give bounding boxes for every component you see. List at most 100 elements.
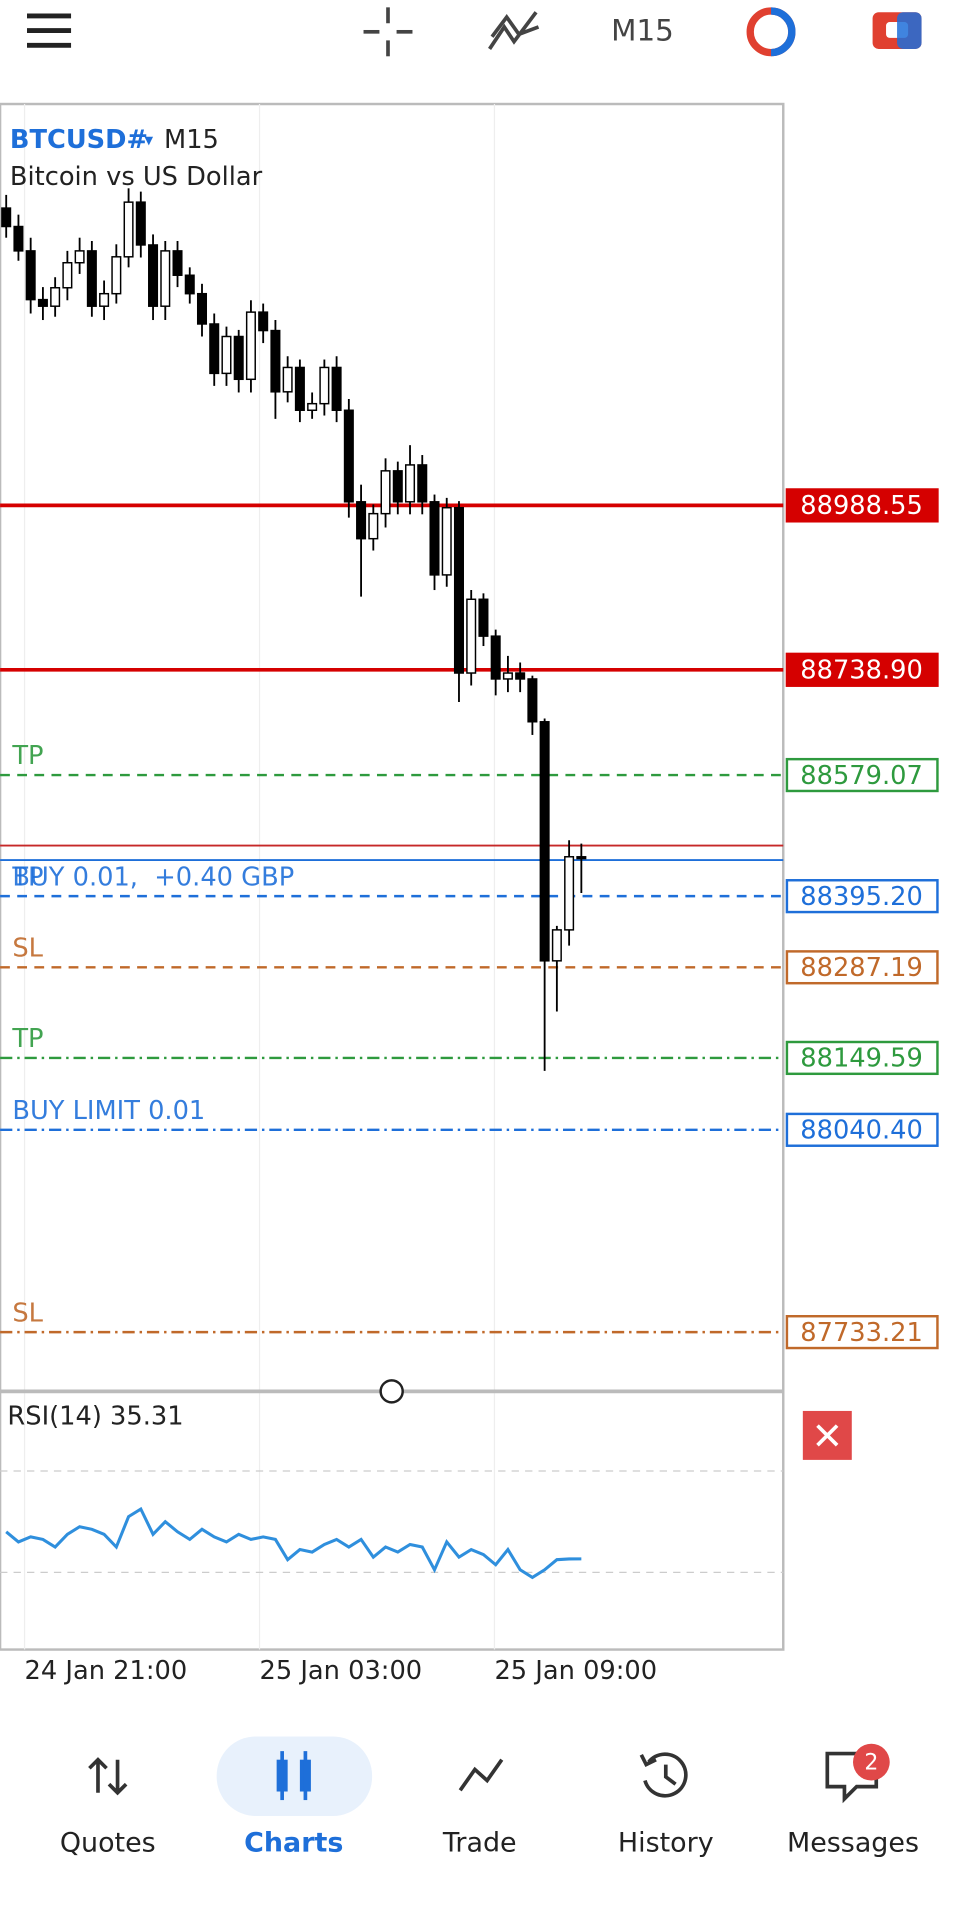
candle-body <box>172 250 183 276</box>
candle-body <box>184 274 195 295</box>
candle-body <box>86 250 97 307</box>
indicator-plot <box>0 1470 784 1580</box>
candle-body <box>282 366 293 393</box>
candle-body <box>331 366 342 411</box>
candle-body <box>233 335 244 381</box>
menu-button[interactable] <box>27 13 72 48</box>
active-tab-highlight <box>216 1736 373 1816</box>
candle-body <box>111 256 122 295</box>
price-label-box <box>785 1040 939 1076</box>
candle-body <box>527 678 538 723</box>
candle-body <box>417 464 428 503</box>
level-text: SL <box>12 1298 43 1328</box>
candle-body <box>551 929 562 962</box>
nav-label[interactable]: Trade <box>442 1828 517 1859</box>
candle-body <box>258 311 269 332</box>
level-text: BUY 0.01, +0.40 GBP <box>12 862 294 892</box>
price-label: 88395.20 <box>800 882 923 912</box>
timeframe-button[interactable]: M15 <box>611 13 674 47</box>
candle-body <box>490 635 501 680</box>
symbol[interactable]: BTCUSD# <box>10 125 148 155</box>
candle-body <box>380 470 391 515</box>
candle-body <box>441 506 452 576</box>
candle-body <box>148 244 159 307</box>
trade-panel-button[interactable] <box>746 7 796 57</box>
price-label-box <box>785 950 939 985</box>
symbol-dropdown[interactable]: ▾ <box>144 131 153 151</box>
candle-body <box>405 464 416 503</box>
crosshair-button[interactable] <box>363 7 413 57</box>
candle-body <box>62 261 73 289</box>
nav-label[interactable]: Quotes <box>60 1828 156 1859</box>
candle-body <box>160 250 171 307</box>
indicators-button[interactable] <box>488 11 540 50</box>
price-label: 88287.19 <box>800 953 923 983</box>
candle-body <box>99 292 110 307</box>
candle-body <box>515 672 526 680</box>
trade-icon <box>458 1758 504 1792</box>
candle-body <box>319 366 330 405</box>
candle-body <box>453 506 464 674</box>
quotes-icon <box>88 1757 128 1796</box>
candle-body <box>429 501 440 576</box>
price-label-box <box>785 488 939 523</box>
candle-body <box>270 329 281 393</box>
candle-body <box>307 402 318 411</box>
badge <box>853 1743 890 1781</box>
candle-body <box>576 856 587 860</box>
candle-body <box>564 856 575 931</box>
candle-body <box>343 409 354 503</box>
badge-count: 2 <box>864 1750 878 1775</box>
x-tick-label: 24 Jan 21:00 <box>25 1656 188 1686</box>
candle-body <box>13 225 24 252</box>
price-label: 88579.07 <box>800 761 923 791</box>
candle-body <box>221 335 232 375</box>
x-tick-label: 25 Jan 09:00 <box>494 1656 657 1686</box>
panel-resize-handle[interactable] <box>379 1379 404 1404</box>
candle-body <box>25 250 36 301</box>
candles <box>1 188 587 1071</box>
level-text: SL <box>12 933 43 963</box>
candle-body <box>135 201 146 246</box>
level-text: TP <box>11 1024 43 1054</box>
price-label: 87733.21 <box>800 1318 923 1348</box>
candle-body <box>196 292 208 325</box>
candle-body <box>368 512 379 540</box>
price-label: 88149.59 <box>800 1044 923 1074</box>
indicator-line <box>5 1506 582 1580</box>
candle-body <box>50 287 61 307</box>
price-label-box <box>785 1315 939 1350</box>
candle-body <box>123 201 134 258</box>
one-click-button[interactable] <box>872 12 922 49</box>
levels: 88988.5588738.9088579.07TP88395.20TPBUY … <box>0 488 939 1350</box>
indicator-label: RSI(14) 35.31 <box>7 1402 183 1432</box>
candle-body <box>294 366 305 411</box>
price-label-box <box>785 1112 939 1147</box>
x-axis: 24 Jan 21:00 25 Jan 03:00 25 Jan 09:00 <box>25 1656 658 1686</box>
candle-body <box>466 598 477 674</box>
charts-icon <box>276 1751 311 1801</box>
nav-label[interactable]: History <box>618 1828 714 1859</box>
candle-body <box>1 207 12 228</box>
chart-frame <box>0 102 785 1651</box>
price-label: 88040.40 <box>800 1116 923 1146</box>
history-icon <box>639 1752 688 1798</box>
candle-body <box>502 672 513 680</box>
candle-body <box>245 311 256 381</box>
candle-body <box>74 250 85 264</box>
nav-label[interactable]: Messages <box>787 1828 919 1859</box>
price-label: 88738.90 <box>800 656 923 686</box>
price-label-box <box>785 879 939 914</box>
candle-body <box>539 721 550 962</box>
level-text: TP <box>11 741 43 771</box>
level-text: TP <box>11 862 43 892</box>
symbol-description: Bitcoin vs US Dollar <box>10 162 263 192</box>
close-indicator-button[interactable] <box>802 1410 852 1460</box>
candle-body <box>478 598 489 637</box>
candle-body <box>37 298 48 307</box>
chart-timeframe: M15 <box>164 125 219 155</box>
price-label-box <box>785 757 939 793</box>
nav-label[interactable]: Charts <box>244 1828 343 1859</box>
